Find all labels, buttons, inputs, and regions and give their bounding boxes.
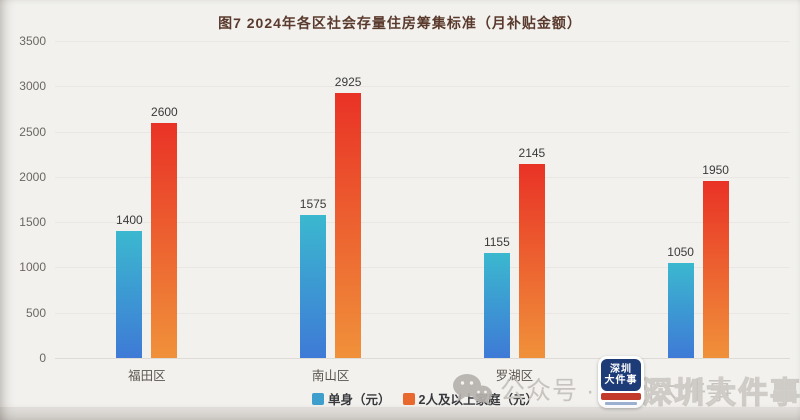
bar-value-label: 1050 (667, 244, 694, 259)
bar-group: 1155 2145 (423, 41, 607, 358)
photo-bottom-shade (0, 407, 800, 420)
y-axis-tick-label: 1000 (19, 260, 46, 275)
bar-value-label: 2925 (334, 75, 362, 90)
logo-sub-strip (604, 402, 638, 405)
bar: 2600 (151, 105, 178, 358)
bar-value-label: 1575 (299, 197, 327, 212)
bar: 1575 (300, 197, 326, 358)
bar-value-label: 2600 (151, 104, 178, 119)
legend-label: 单身（元） (328, 393, 391, 407)
logo-badge: 深圳 大件事 (598, 356, 644, 408)
plot-area: 1400 2600 福田区 1575 2925 南山区 1155 2145 罗湖区 1050 195… (55, 41, 790, 383)
y-axis-tick-label: 0 (39, 351, 46, 365)
y-axis-tick-label: 3000 (19, 79, 46, 94)
gridline (55, 312, 790, 314)
bar-value-label: 1155 (483, 235, 510, 250)
y-axis-tick-label: 3500 (19, 34, 46, 48)
y-axis-tick-label: 500 (25, 305, 46, 320)
bar-value-label: 2145 (518, 145, 546, 160)
bar: 1400 (116, 213, 143, 358)
gridline (55, 41, 790, 42)
bar: 1050 (667, 245, 694, 358)
logo-line1: 深圳 (610, 363, 632, 375)
gridline (55, 267, 790, 269)
logo-red-strip (601, 393, 641, 400)
chart-title: 图7 2024年各区社会存量住房筹集标准（月补贴金额） (218, 15, 582, 31)
x-axis-category-label: 福田区 (128, 369, 166, 383)
x-axis-category-label: 罗湖区 (495, 369, 534, 383)
logo-text: 深圳 大件事 (601, 359, 641, 391)
wechat-icon (453, 374, 492, 405)
x-axis-category-label: 南山区 (311, 369, 350, 383)
gridline (55, 86, 790, 88)
y-axis-tick-label: 2000 (19, 169, 46, 184)
gridline (55, 131, 790, 133)
y-axis-tick-label: 2500 (19, 124, 46, 139)
watermark-overlay-text: 深圳大件事 (641, 376, 800, 410)
bar: 2925 (335, 75, 361, 358)
bar-value-label: 1400 (116, 213, 143, 228)
gridline (55, 176, 790, 178)
y-axis-tick-label: 1500 (19, 215, 46, 230)
bar: 1155 (483, 235, 510, 358)
bar: 2145 (519, 146, 545, 358)
bar: 1950 (702, 163, 729, 358)
logo-line2: 大件事 (604, 375, 638, 386)
bar-group: 1575 2925 (239, 41, 423, 358)
gridline (55, 222, 790, 224)
legend-item: 单身（元） (312, 389, 391, 408)
legend-swatch (312, 392, 324, 405)
bar-group: 1050 1950 (606, 41, 790, 358)
legend-swatch (402, 392, 415, 405)
bar-group: 1400 2600 (55, 41, 239, 358)
bar-value-label: 1950 (702, 163, 729, 178)
